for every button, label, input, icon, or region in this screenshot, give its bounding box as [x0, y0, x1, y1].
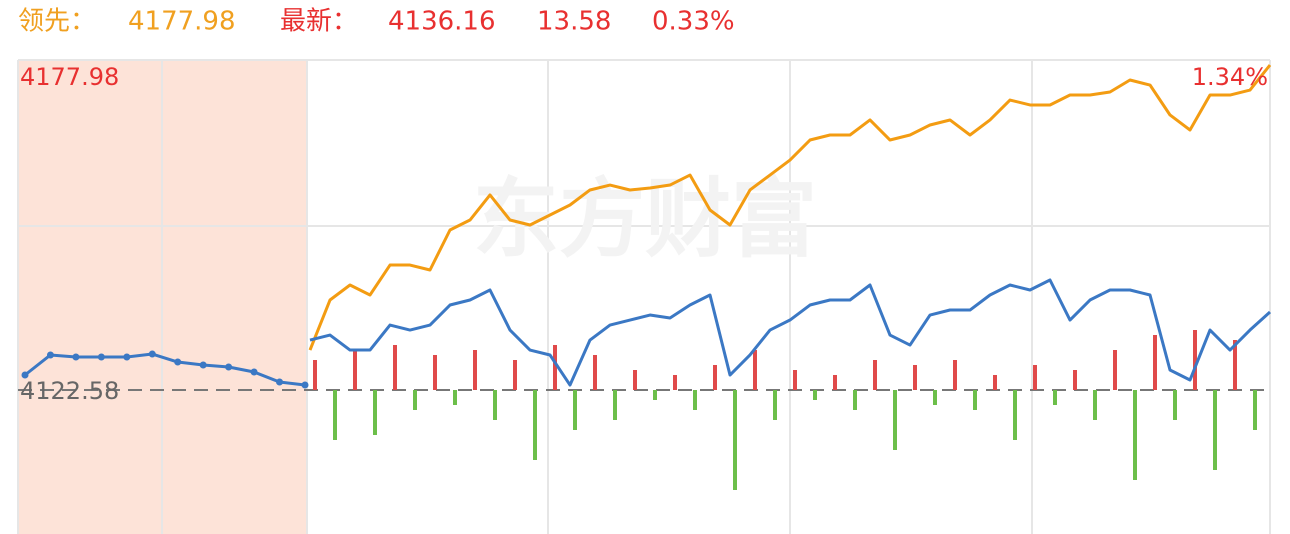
- bar: [313, 360, 317, 390]
- bar: [813, 390, 817, 400]
- bar: [1133, 390, 1137, 480]
- bar: [713, 365, 717, 390]
- bar: [1093, 390, 1097, 420]
- bar: [673, 375, 677, 390]
- bar: [933, 390, 937, 405]
- lead-label: 领先：: [18, 7, 96, 37]
- bar: [1213, 390, 1217, 470]
- bar: [373, 390, 377, 435]
- bar: [1073, 370, 1077, 390]
- bar: [853, 390, 857, 410]
- bar: [573, 390, 577, 430]
- bar: [613, 390, 617, 420]
- watermark: 东方财富: [473, 169, 817, 269]
- bar: [1233, 340, 1237, 390]
- pre-auction-dot: [21, 371, 29, 379]
- bar: [1153, 335, 1157, 390]
- change: 13.58: [537, 7, 611, 37]
- y-right-tick-label: 1.34%: [1192, 63, 1268, 91]
- price-line: [308, 64, 1272, 351]
- bar: [393, 345, 397, 390]
- y-tick-label: 4122.58: [20, 377, 119, 405]
- bar: [1253, 390, 1257, 430]
- pre-auction-dot: [225, 363, 233, 371]
- bar: [553, 345, 557, 390]
- bar: [913, 365, 917, 390]
- bar: [1113, 350, 1117, 390]
- bar: [993, 375, 997, 390]
- latest-label: 最新：: [280, 7, 358, 37]
- bar: [953, 360, 957, 390]
- latest-value: 4136.16: [388, 7, 496, 37]
- bar: [1053, 390, 1057, 405]
- bar: [513, 360, 517, 390]
- bar: [873, 360, 877, 390]
- price-line: [309, 278, 1272, 387]
- bar: [1193, 330, 1197, 390]
- bar: [353, 350, 357, 390]
- lead-value: 4177.98: [128, 7, 236, 37]
- bar: [973, 390, 977, 410]
- bar: [893, 390, 897, 450]
- pre-auction-dot: [199, 361, 207, 369]
- pre-auction-dot: [174, 358, 182, 366]
- bar: [453, 390, 457, 405]
- bar: [633, 370, 637, 390]
- pre-auction-dot: [148, 350, 156, 358]
- bar: [433, 355, 437, 390]
- pre-auction-dot: [72, 353, 80, 361]
- pre-auction-line: [24, 352, 306, 387]
- pre-auction-dot: [250, 368, 258, 376]
- bar: [413, 390, 417, 410]
- frame: [17, 59, 1271, 534]
- bar: [333, 390, 337, 440]
- bar: [833, 375, 837, 390]
- pre-auction-dot: [97, 353, 105, 361]
- bar: [773, 390, 777, 420]
- y-tick-label: 4177.98: [20, 63, 119, 91]
- bar: [493, 390, 497, 420]
- pre-auction-dot: [123, 353, 131, 361]
- bar: [1033, 365, 1037, 390]
- bar: [793, 370, 797, 390]
- bar: [533, 390, 537, 460]
- pre-auction-dot: [46, 351, 54, 359]
- bar: [693, 390, 697, 410]
- pre-auction-dot: [276, 378, 284, 386]
- bar: [593, 355, 597, 390]
- bar: [753, 350, 757, 390]
- pre-auction-dot: [301, 381, 309, 389]
- bar: [1013, 390, 1017, 440]
- change-pct: 0.33%: [652, 7, 735, 37]
- bar: [473, 350, 477, 390]
- bar: [733, 390, 737, 490]
- bar: [653, 390, 657, 400]
- bar: [1173, 390, 1177, 420]
